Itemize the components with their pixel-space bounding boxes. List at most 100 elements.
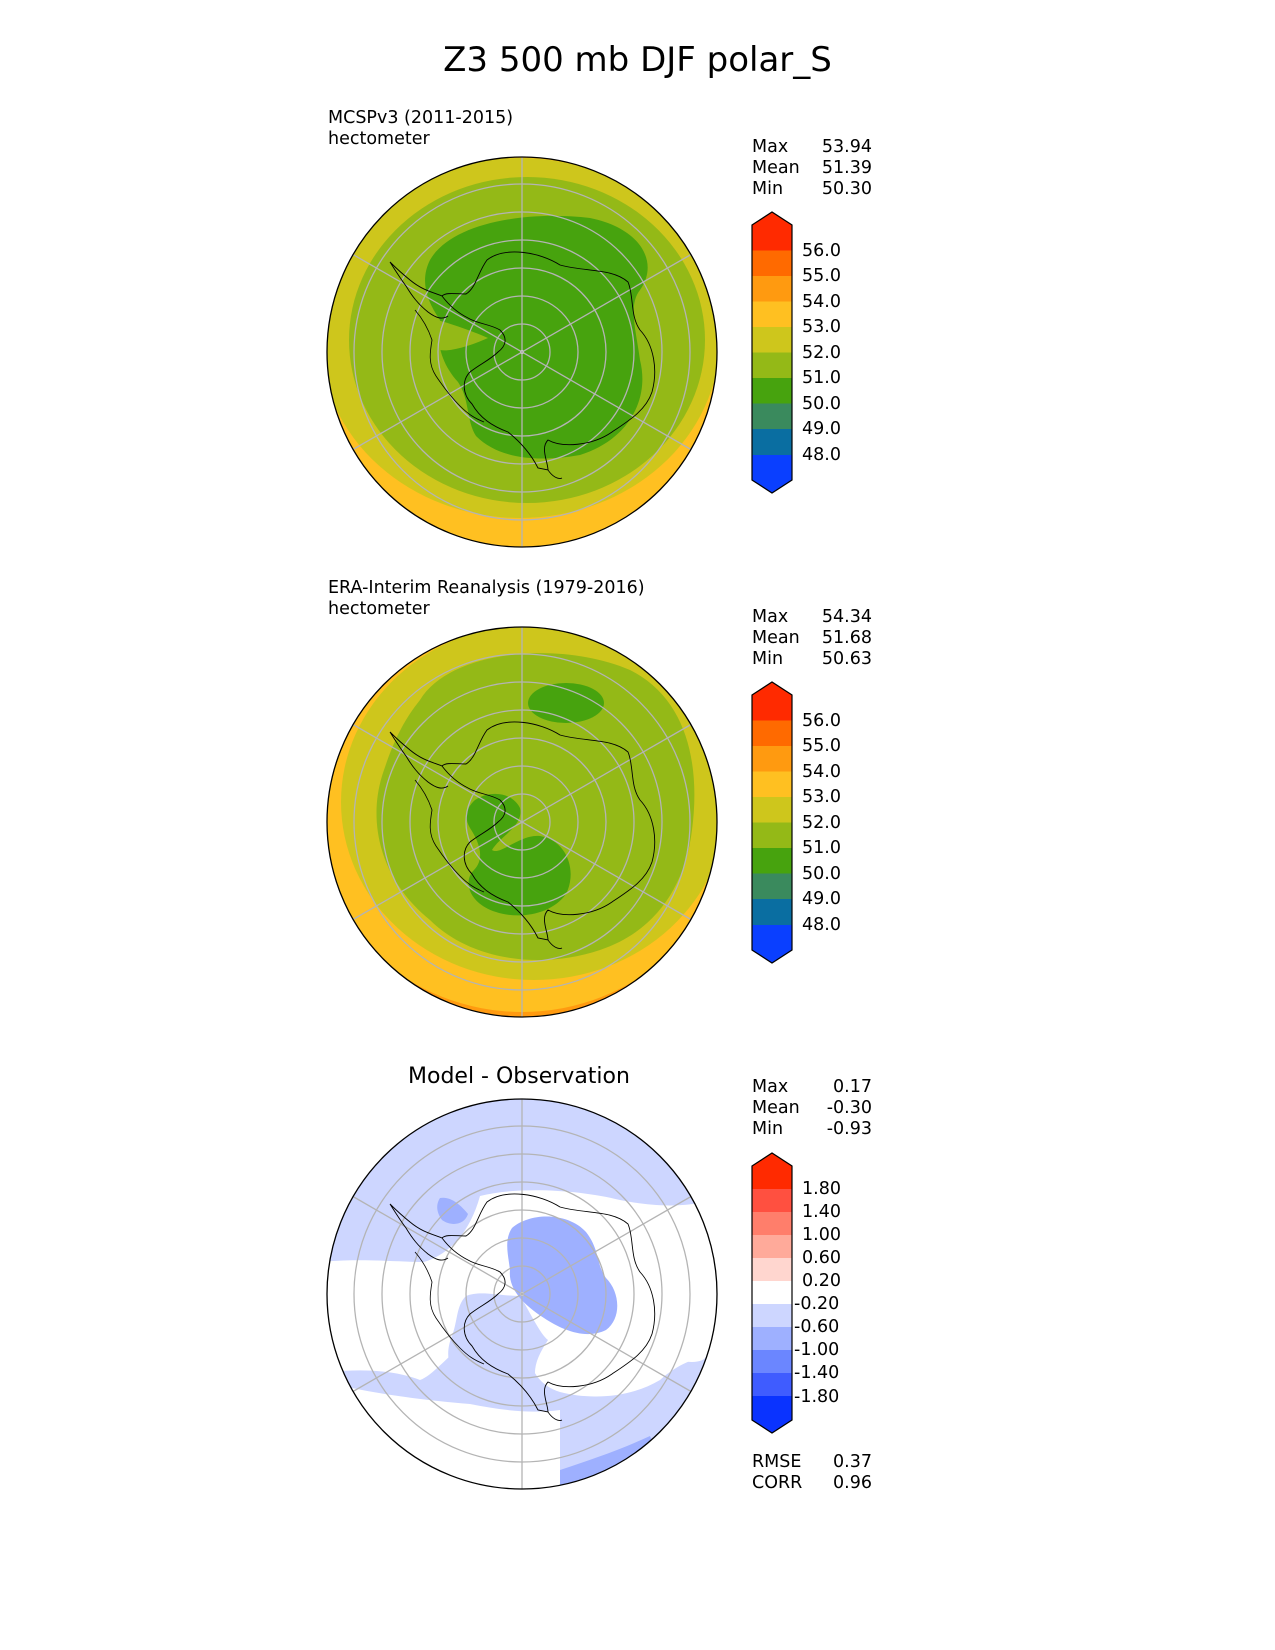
model-mean-label: Mean bbox=[752, 158, 800, 178]
colorbar-segment bbox=[752, 455, 792, 493]
colorbar-tick: 50.0 bbox=[802, 394, 841, 414]
colorbar-tick: 54.0 bbox=[802, 292, 841, 312]
diff-max-value: 0.17 bbox=[833, 1077, 872, 1097]
colorbar-segment bbox=[752, 1153, 792, 1189]
obs-colorbar bbox=[751, 681, 793, 964]
colorbar-tick: 1.00 bbox=[802, 1225, 841, 1245]
colorbar-segment bbox=[752, 797, 792, 823]
colorbar-tick: 51.0 bbox=[802, 838, 841, 858]
figure-title: Z3 500 mb DJF polar_S bbox=[443, 40, 832, 80]
colorbar-tick: 52.0 bbox=[802, 343, 841, 363]
colorbar-segment bbox=[752, 352, 792, 379]
colorbar-segment bbox=[752, 1258, 792, 1282]
colorbar-tick: 50.0 bbox=[802, 864, 841, 884]
colorbar-tick: 55.0 bbox=[802, 736, 841, 756]
obs-min-value: 50.63 bbox=[821, 649, 872, 669]
diff-mean-label: Mean bbox=[752, 1098, 800, 1118]
obs-mean-label: Mean bbox=[752, 628, 800, 648]
colorbar-tick: 56.0 bbox=[802, 241, 841, 261]
colorbar-tick: -0.20 bbox=[794, 1294, 840, 1314]
obs-map bbox=[326, 626, 718, 1018]
colorbar-segment bbox=[752, 327, 792, 353]
colorbar-segment bbox=[752, 212, 792, 238]
colorbar-segment bbox=[752, 1350, 792, 1374]
colorbar-segment bbox=[752, 1304, 792, 1328]
colorbar-segment bbox=[752, 848, 792, 874]
colorbar-segment bbox=[752, 429, 792, 455]
colorbar-segment bbox=[752, 1327, 792, 1351]
diff-panel-title: Model - Observation bbox=[408, 1064, 630, 1089]
graticule bbox=[352, 157, 692, 547]
colorbar-segment bbox=[752, 746, 792, 772]
model-max-label: Max bbox=[752, 137, 789, 157]
colorbar-segment bbox=[752, 925, 792, 963]
model-mean-value: 51.39 bbox=[821, 158, 872, 178]
map-boundary bbox=[326, 156, 718, 548]
colorbar-tick: 54.0 bbox=[802, 762, 841, 782]
diff-colorbar bbox=[751, 1152, 793, 1434]
colorbar-segment bbox=[752, 378, 792, 404]
rmse-label: RMSE bbox=[752, 1452, 802, 1472]
colorbar-tick: 0.60 bbox=[802, 1248, 841, 1268]
obs-panel-label: ERA-Interim Reanalysis (1979-2016) hecto… bbox=[328, 578, 645, 620]
colorbar-segment bbox=[752, 403, 792, 430]
diff-stats: Max 0.17 Mean -0.30 Min -0.93 bbox=[752, 1077, 872, 1140]
colorbar-segment bbox=[752, 276, 792, 302]
colorbar-tick: 49.0 bbox=[802, 889, 841, 909]
obs-stats: Max 54.34 Mean 51.68 Min 50.63 bbox=[752, 607, 872, 670]
model-stats: Max 53.94 Mean 51.39 Min 50.30 bbox=[752, 137, 872, 200]
colorbar-segment bbox=[752, 1189, 792, 1213]
colorbar-segment bbox=[752, 1212, 792, 1236]
model-panel-label: MCSPv3 (2011-2015) hectometer bbox=[328, 108, 513, 150]
colorbar-segment bbox=[752, 1373, 792, 1397]
colorbar-segment bbox=[752, 1281, 792, 1305]
model-max-value: 53.94 bbox=[821, 137, 872, 157]
colorbar-segment bbox=[752, 720, 792, 747]
graticule bbox=[352, 1099, 692, 1489]
map-boundary bbox=[326, 1098, 718, 1490]
model-map bbox=[326, 156, 718, 548]
colorbar-tick: 56.0 bbox=[802, 711, 841, 731]
obs-dataset-name: ERA-Interim Reanalysis (1979-2016) bbox=[328, 578, 645, 598]
obs-max-value: 54.34 bbox=[821, 607, 872, 627]
diff-metrics: RMSE 0.37 CORR 0.96 bbox=[752, 1452, 872, 1494]
corr-label: CORR bbox=[752, 1473, 803, 1493]
diff-map bbox=[326, 1098, 718, 1490]
colorbar-tick: 51.0 bbox=[802, 368, 841, 388]
colorbar-segment bbox=[752, 822, 792, 849]
colorbar-tick: 1.80 bbox=[802, 1179, 841, 1199]
obs-units: hectometer bbox=[328, 599, 430, 619]
diff-min-value: -0.93 bbox=[826, 1119, 872, 1139]
colorbar-segment bbox=[752, 1235, 792, 1259]
obs-max-label: Max bbox=[752, 607, 789, 627]
graticule bbox=[352, 627, 692, 1017]
colorbar-segment bbox=[752, 771, 792, 798]
colorbar-tick: 52.0 bbox=[802, 813, 841, 833]
model-dataset-name: MCSPv3 (2011-2015) bbox=[328, 108, 514, 128]
diff-min-label: Min bbox=[752, 1119, 784, 1139]
model-colorbar bbox=[751, 211, 793, 494]
colorbar-tick: 0.20 bbox=[802, 1271, 841, 1291]
colorbar-tick: 49.0 bbox=[802, 419, 841, 439]
colorbar-tick: 1.40 bbox=[802, 1202, 841, 1222]
map-boundary bbox=[326, 626, 718, 1018]
colorbar-tick: 53.0 bbox=[802, 787, 841, 807]
diff-mean-value: -0.30 bbox=[826, 1098, 872, 1118]
rmse-value: 0.37 bbox=[833, 1452, 872, 1472]
colorbar-tick: 48.0 bbox=[802, 915, 841, 935]
obs-mean-value: 51.68 bbox=[821, 628, 872, 648]
colorbar-segment bbox=[752, 1396, 792, 1433]
colorbar-tick: 48.0 bbox=[802, 445, 841, 465]
colorbar-segment bbox=[752, 873, 792, 900]
colorbar-segment bbox=[752, 682, 792, 721]
colorbar-tick: -1.00 bbox=[794, 1340, 840, 1360]
colorbar-tick: -1.80 bbox=[794, 1387, 840, 1407]
colorbar-segment bbox=[752, 301, 792, 328]
corr-value: 0.96 bbox=[833, 1473, 872, 1493]
model-units: hectometer bbox=[328, 129, 430, 149]
diff-max-label: Max bbox=[752, 1077, 789, 1097]
colorbar-segment bbox=[752, 250, 792, 277]
model-min-label: Min bbox=[752, 179, 784, 199]
colorbar-tick: -0.60 bbox=[794, 1317, 840, 1337]
